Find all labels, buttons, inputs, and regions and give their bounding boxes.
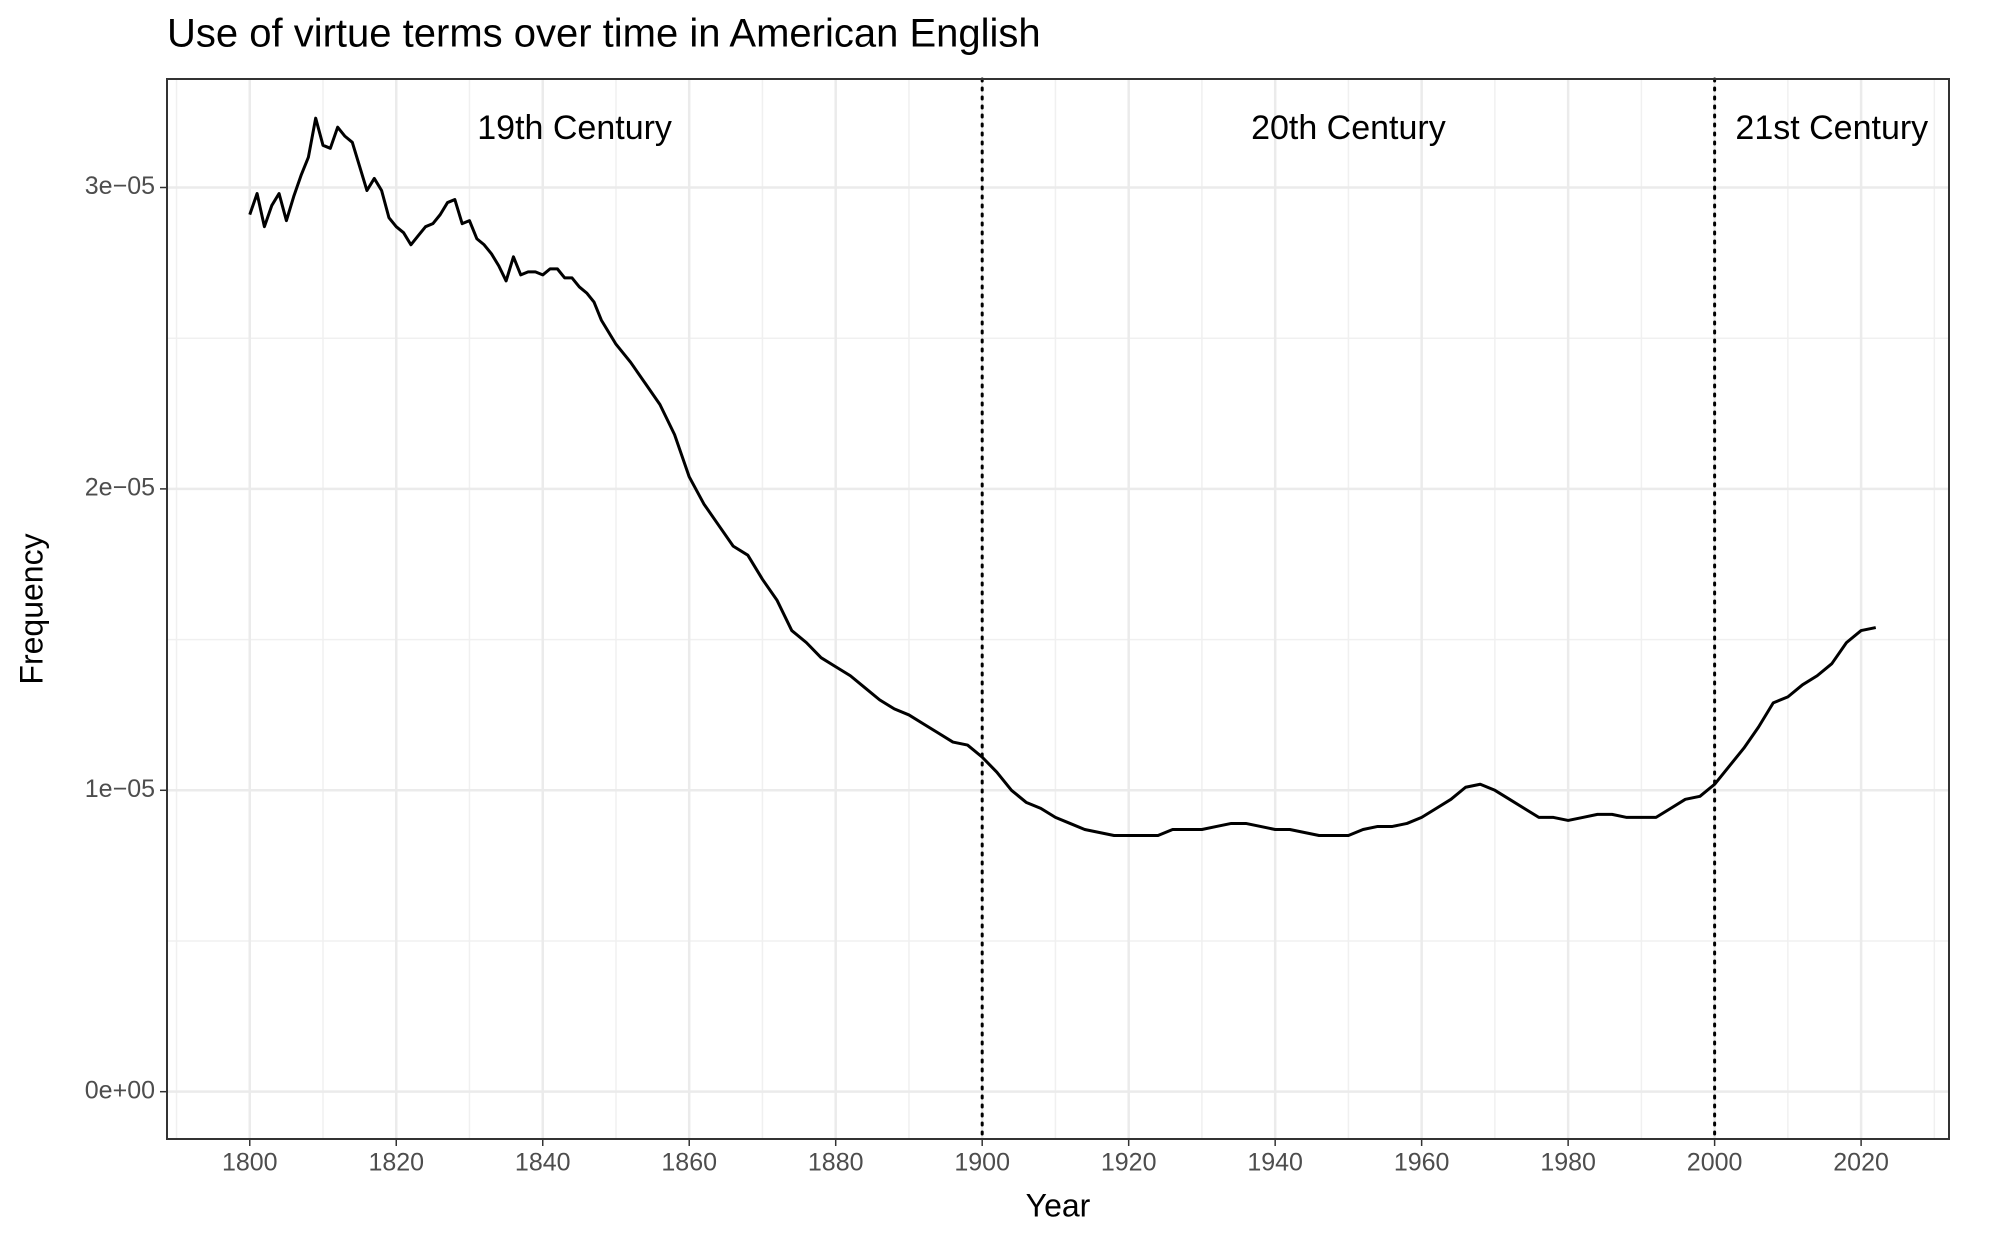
x-tick-label: 1820 [368,1149,424,1177]
x-tick-label: 1920 [1101,1149,1157,1177]
annotation: 21st Century [1735,109,1928,147]
data-line [248,116,1877,837]
x-tick-label: 1960 [1394,1149,1450,1177]
x-tick-label: 1860 [661,1149,717,1177]
x-tick-label: 2000 [1687,1149,1743,1177]
x-tick-label: 1980 [1540,1149,1596,1177]
annotation: 19th Century [477,109,672,147]
chart-title: Use of virtue terms over time in America… [167,12,1041,56]
x-tick-label: 2020 [1833,1149,1889,1177]
x-tick-label: 1880 [808,1149,864,1177]
x-tick-label: 1900 [954,1149,1010,1177]
y-tick-label: 3e−05 [85,172,155,200]
x-tick-label: 1800 [222,1149,278,1177]
x-axis-title: Year [1026,1187,1091,1223]
y-tick-label: 2e−05 [85,474,155,502]
plot-frame [166,78,1950,1140]
x-tick-label: 1940 [1247,1149,1303,1177]
y-axis-title: Frequency [13,533,49,684]
annotation: 20th Century [1251,109,1446,147]
x-tick-label: 1840 [515,1149,571,1177]
y-tick-label: 1e−05 [85,775,155,803]
y-tick-label: 0e+00 [85,1076,155,1104]
